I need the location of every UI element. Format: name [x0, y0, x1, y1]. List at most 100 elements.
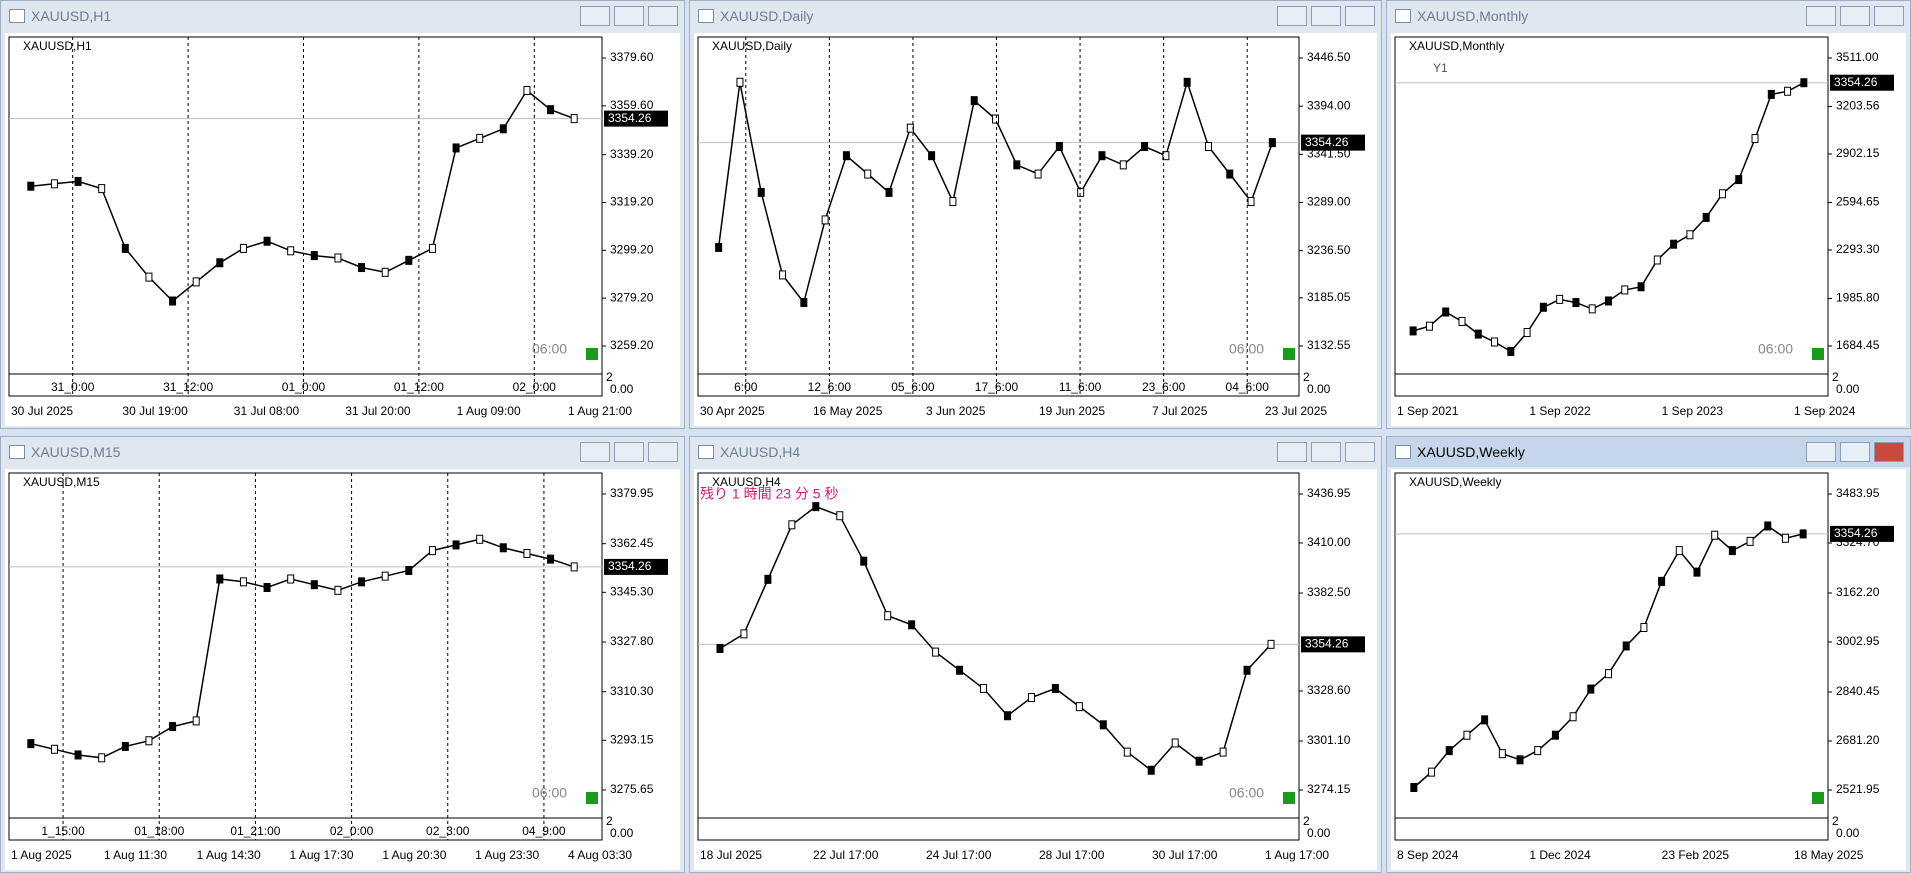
time-marker: 06:00	[1758, 341, 1793, 357]
maximize-button[interactable]	[614, 442, 644, 462]
candle	[476, 534, 484, 544]
y-tick-label: 3274.15	[1307, 782, 1351, 796]
sub-tick: 0.00	[610, 826, 634, 840]
candle	[1572, 298, 1580, 308]
y-tick-label: 3279.20	[610, 290, 654, 304]
x-label: 1 Aug 20:30	[382, 848, 446, 862]
candle	[788, 520, 796, 530]
x-label: 19 Jun 2025	[1039, 404, 1105, 418]
sub-tick: 2	[1832, 370, 1839, 384]
candle	[716, 643, 724, 653]
candle	[836, 511, 844, 521]
time-marker: 06:00	[532, 341, 567, 357]
minimize-button[interactable]	[1806, 442, 1836, 462]
candle	[779, 270, 787, 280]
candle	[1075, 702, 1083, 712]
candle	[1539, 302, 1547, 312]
separator-label: 17_6:00	[975, 380, 1019, 394]
candle	[334, 585, 342, 595]
candle	[523, 548, 531, 558]
separator-label: 01_12:00	[394, 380, 444, 394]
y-tick-label: 1985.80	[1836, 291, 1880, 305]
candle	[523, 86, 531, 96]
candle	[884, 611, 892, 621]
minimize-button[interactable]	[580, 6, 610, 26]
maximize-button[interactable]	[1311, 442, 1341, 462]
x-label: 30 Apr 2025	[700, 404, 765, 418]
candle	[1516, 755, 1524, 765]
separator-label: 02_0:00	[330, 824, 374, 838]
sub-tick: 0.00	[1836, 826, 1860, 840]
candle	[452, 143, 460, 153]
y-tick-label: 2521.95	[1836, 782, 1880, 796]
x-label: 30 Jul 19:00	[122, 404, 188, 418]
candle	[1267, 639, 1275, 649]
candle	[1226, 169, 1234, 179]
candle	[381, 267, 389, 277]
candle	[310, 251, 318, 261]
x-label: 1 Aug 2025	[11, 848, 72, 862]
minimize-button[interactable]	[1806, 6, 1836, 26]
minimize-button[interactable]	[1277, 442, 1307, 462]
x-label: 8 Sep 2024	[1397, 848, 1459, 862]
window-buttons	[1277, 6, 1375, 26]
candle	[1534, 746, 1542, 756]
close-button[interactable]	[1345, 6, 1375, 26]
close-button[interactable]	[648, 6, 678, 26]
chart: XAUUSD,Monthly 3511.00 3203.56 2902.15 2594.…	[1391, 33, 1906, 426]
chart: XAUUSD,Weekly3483.953324.703162.203002.9…	[1391, 469, 1906, 870]
maximize-button[interactable]	[1311, 6, 1341, 26]
maximize-button[interactable]	[614, 6, 644, 26]
price-label: 3354.26	[1305, 637, 1349, 651]
price-series	[1412, 82, 1805, 353]
candle	[1588, 304, 1596, 314]
candle	[1247, 197, 1255, 207]
candle	[1728, 546, 1736, 556]
candle	[1653, 255, 1661, 265]
y-tick-label: 3002.95	[1836, 634, 1880, 648]
close-button[interactable]	[1345, 442, 1375, 462]
maximize-button[interactable]	[1840, 6, 1870, 26]
candle	[1051, 683, 1059, 693]
minimize-button[interactable]	[1277, 6, 1307, 26]
minimize-button[interactable]	[580, 442, 610, 462]
x-label: 30 Jul 2025	[11, 404, 73, 418]
x-label: 30 Jul 17:00	[1152, 848, 1218, 862]
status-square	[1812, 348, 1824, 360]
chart-window: XAUUSD,Monthly XAUUSD,Monthly 3511.00 3203.…	[1386, 0, 1911, 429]
x-label: 4 Aug 03:30	[568, 848, 632, 862]
status-square	[1283, 792, 1295, 804]
candle	[570, 114, 578, 124]
price-series	[719, 505, 1272, 772]
y-tick-label: 3328.60	[1307, 683, 1351, 697]
candle	[1474, 329, 1482, 339]
candle	[1013, 160, 1021, 170]
close-button[interactable]	[648, 442, 678, 462]
candle	[906, 123, 914, 133]
candle	[800, 297, 808, 307]
candle	[1481, 715, 1489, 725]
candle	[1784, 86, 1792, 96]
y-tick-label: 3345.30	[610, 585, 654, 599]
y-tick-label: 2594.65	[1836, 195, 1880, 209]
time-marker: 06:00	[1229, 341, 1264, 357]
candle	[932, 647, 940, 657]
candle	[1746, 536, 1754, 546]
separator-label: 31_12:00	[163, 380, 213, 394]
candle	[1409, 326, 1417, 336]
status-square	[586, 348, 598, 360]
candle	[50, 179, 58, 189]
x-label: 28 Jul 17:00	[1039, 848, 1105, 862]
candle	[1268, 138, 1276, 148]
candle	[1702, 212, 1710, 222]
chart-window: XAUUSD,H4 XAUUSD,H4 3436.95 3410.00 3382.50 3…	[689, 436, 1382, 873]
candle	[27, 181, 35, 191]
close-button[interactable]	[1874, 442, 1904, 462]
candle	[864, 169, 872, 179]
close-button[interactable]	[1874, 6, 1904, 26]
title-bar: XAUUSD,Daily	[690, 1, 1381, 31]
x-label: 1 Aug 09:00	[457, 404, 521, 418]
candle	[1605, 296, 1612, 306]
maximize-button[interactable]	[1840, 442, 1870, 462]
candle	[1410, 783, 1418, 793]
